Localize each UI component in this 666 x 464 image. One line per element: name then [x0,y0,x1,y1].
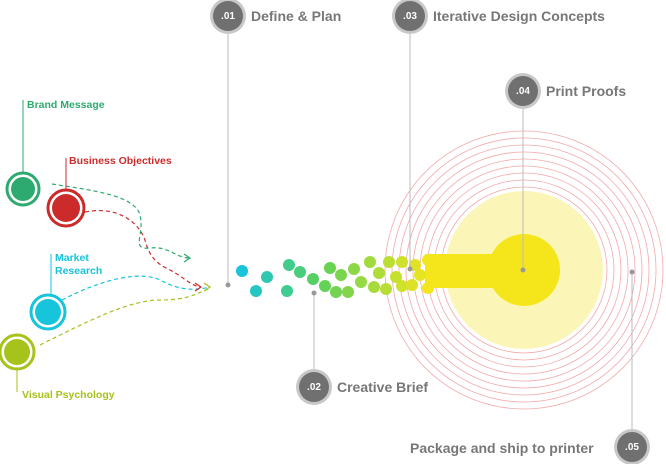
ring [405,151,643,389]
visual-psychology-label: Visual Psychology [22,389,115,401]
ring [398,144,650,396]
particle-dot [368,281,380,293]
step-01-badge: .01 [213,1,243,31]
step-01-label: Define & Plan [251,8,342,24]
step-02-label: Creative Brief [337,379,429,395]
particle-dot [281,285,293,297]
particle-dot [380,283,392,295]
step-02-badge: .02 [299,372,329,402]
step-05-anchor-dot [629,269,635,275]
step-04-badge: .04 [508,76,538,106]
particle-dot [335,269,347,281]
particle-dot [383,256,395,268]
step-01-anchor-dot [225,282,231,288]
particle-dot [355,276,367,288]
flow-path [51,183,191,259]
step-05-label: Package and ship to printer [410,440,594,456]
particle-dot [319,280,331,292]
ring [391,137,657,403]
flow-path [84,210,201,288]
step-03-label: Iterative Design Concepts [433,8,605,24]
particle-dot [330,286,342,298]
particle-dot [283,259,295,271]
particle-dot [396,280,408,292]
particle-dot [364,256,376,268]
step-02-anchor-dot [311,290,317,296]
particle-dot [236,265,248,277]
particle-dot [250,285,262,297]
flow-arrowhead [203,282,212,292]
particle-dot [294,266,306,278]
market-research-label: Market Research [55,252,103,277]
business-objectives-label: Business Objectives [69,155,172,167]
particle-dot [373,267,385,279]
flow-path [61,275,211,301]
step-03-anchor-dot [407,266,413,272]
particle-dot [390,271,402,283]
step-04-anchor-dot [520,267,526,273]
flow-arrowhead [194,282,203,292]
particle-dot [396,256,408,268]
step-04-label: Print Proofs [546,83,627,99]
particle-dot [324,262,336,274]
brand-message-circle [11,177,35,201]
step-03-badge: .03 [395,1,425,31]
particle-dot [422,282,434,294]
flow-arrowhead [183,253,192,263]
particle-dot [261,271,273,283]
particle-dot [342,286,354,298]
particle-dot [348,263,360,275]
business-objectives-circle [52,194,80,222]
particle-dot [414,269,426,281]
brand-message-label: Brand Message [27,99,105,111]
step-05-badge: .05 [617,432,647,462]
particle-dot [307,273,319,285]
ring [384,130,664,410]
flow-path [39,287,211,346]
market-research-circle [35,299,61,325]
visual-psychology-circle [4,339,30,365]
particle-dot [422,254,434,266]
particle-dot [406,279,418,291]
